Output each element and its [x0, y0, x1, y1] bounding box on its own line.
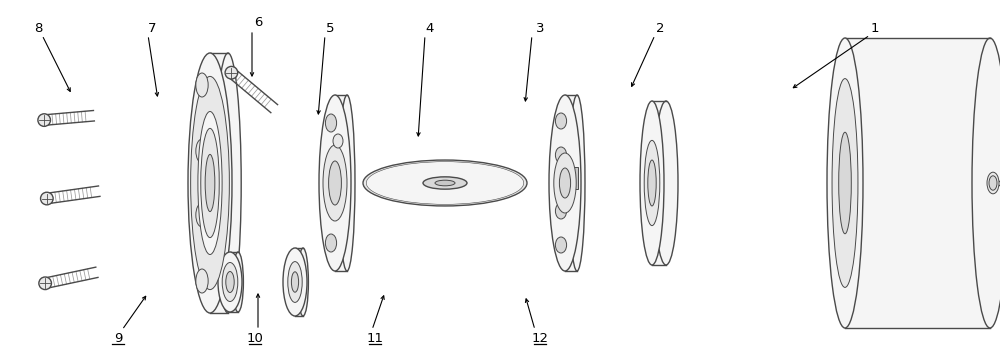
- Ellipse shape: [225, 66, 238, 79]
- Polygon shape: [210, 53, 228, 313]
- Polygon shape: [295, 248, 303, 316]
- Ellipse shape: [339, 95, 355, 271]
- Ellipse shape: [648, 160, 656, 206]
- Ellipse shape: [205, 155, 215, 212]
- Ellipse shape: [226, 271, 234, 292]
- Ellipse shape: [423, 177, 467, 189]
- Ellipse shape: [325, 174, 337, 192]
- Ellipse shape: [640, 101, 664, 265]
- Ellipse shape: [325, 114, 337, 132]
- Ellipse shape: [198, 112, 222, 255]
- Text: 4: 4: [426, 22, 434, 35]
- Ellipse shape: [41, 192, 53, 205]
- Ellipse shape: [39, 277, 51, 290]
- Ellipse shape: [218, 252, 242, 312]
- Ellipse shape: [196, 269, 208, 293]
- Ellipse shape: [196, 203, 208, 227]
- Ellipse shape: [291, 272, 299, 292]
- Text: 7: 7: [148, 22, 156, 35]
- Polygon shape: [335, 95, 347, 271]
- Ellipse shape: [555, 113, 567, 129]
- Ellipse shape: [989, 176, 997, 190]
- Text: code: code: [566, 172, 570, 184]
- Polygon shape: [230, 252, 238, 312]
- Text: 1: 1: [871, 22, 879, 35]
- Ellipse shape: [329, 161, 341, 205]
- Ellipse shape: [832, 79, 858, 287]
- Ellipse shape: [366, 162, 524, 204]
- FancyBboxPatch shape: [558, 167, 578, 189]
- Ellipse shape: [325, 234, 337, 252]
- Ellipse shape: [323, 145, 347, 221]
- Ellipse shape: [233, 252, 243, 312]
- Ellipse shape: [288, 262, 302, 303]
- Text: 3: 3: [536, 22, 544, 35]
- Text: 2: 2: [656, 22, 664, 35]
- Ellipse shape: [435, 180, 455, 186]
- Ellipse shape: [196, 73, 208, 97]
- Ellipse shape: [644, 140, 660, 226]
- Ellipse shape: [393, 180, 401, 186]
- Ellipse shape: [222, 262, 238, 301]
- Ellipse shape: [839, 132, 851, 234]
- Ellipse shape: [549, 95, 581, 271]
- Ellipse shape: [188, 53, 232, 313]
- Ellipse shape: [827, 38, 863, 328]
- Ellipse shape: [972, 38, 1000, 328]
- Ellipse shape: [654, 101, 678, 265]
- Ellipse shape: [298, 248, 308, 316]
- Ellipse shape: [493, 180, 501, 186]
- Polygon shape: [565, 95, 577, 271]
- Text: 9: 9: [114, 331, 122, 344]
- Ellipse shape: [569, 95, 585, 271]
- Text: 8: 8: [34, 22, 42, 35]
- Text: 11: 11: [366, 331, 384, 344]
- Ellipse shape: [363, 160, 527, 206]
- Ellipse shape: [196, 139, 208, 163]
- Ellipse shape: [38, 114, 50, 126]
- Ellipse shape: [555, 147, 567, 163]
- Ellipse shape: [201, 129, 219, 238]
- Ellipse shape: [555, 237, 567, 253]
- Ellipse shape: [191, 77, 229, 290]
- Ellipse shape: [559, 168, 571, 198]
- Text: 12: 12: [532, 331, 548, 344]
- Polygon shape: [652, 101, 666, 265]
- Ellipse shape: [987, 172, 999, 194]
- Polygon shape: [845, 38, 990, 328]
- Ellipse shape: [215, 53, 241, 313]
- Ellipse shape: [554, 153, 576, 213]
- Ellipse shape: [283, 248, 307, 316]
- Ellipse shape: [333, 134, 343, 148]
- Text: 10: 10: [247, 331, 263, 344]
- Ellipse shape: [555, 203, 567, 219]
- Text: 5: 5: [326, 22, 334, 35]
- Text: 6: 6: [254, 16, 262, 29]
- Ellipse shape: [319, 95, 351, 271]
